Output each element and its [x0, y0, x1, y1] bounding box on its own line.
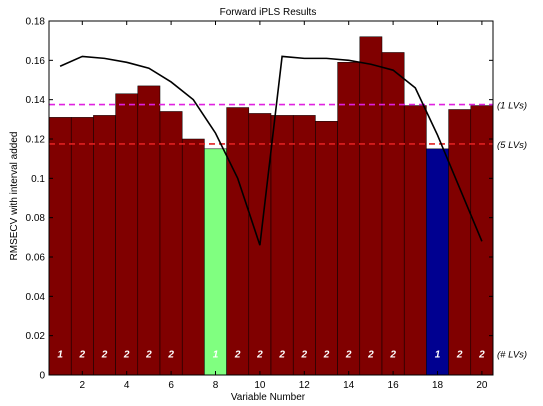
lv-number-label: 2 — [478, 349, 485, 360]
lv-number-label: 2 — [301, 349, 308, 360]
y-tick-label: 0.1 — [31, 174, 45, 185]
x-tick-label: 12 — [299, 380, 311, 391]
axes-box — [48, 20, 494, 376]
bar — [93, 115, 116, 376]
y-tick-label: 0 — [39, 371, 45, 382]
lv-number-label: 2 — [101, 349, 108, 360]
x-tick-label: 2 — [80, 380, 86, 391]
lv-number-label: 2 — [234, 349, 241, 360]
rmsecv-line — [59, 55, 483, 246]
x-tick-label: 18 — [432, 380, 444, 391]
bar — [115, 93, 139, 376]
bar — [270, 115, 294, 376]
y-tick-label: 0.04 — [26, 292, 46, 303]
bar — [381, 52, 405, 376]
lv-number-label: 2 — [456, 349, 463, 360]
lv-number-label: 2 — [79, 349, 86, 360]
bar — [137, 85, 161, 376]
bar — [48, 117, 72, 376]
reference-line-label: (5 LVs) — [497, 140, 527, 151]
bar — [337, 62, 361, 376]
y-tick-label: 0.14 — [26, 95, 46, 106]
bar — [403, 105, 427, 376]
lv-number-label: 2 — [367, 349, 374, 360]
lv-number-label: 2 — [145, 349, 152, 360]
x-tick-label: 6 — [168, 380, 174, 391]
lv-number-label: 2 — [389, 349, 396, 360]
chart-title: Forward iPLS Results — [220, 7, 317, 18]
lv-number-label: 2 — [278, 349, 285, 360]
lv-number-label: 2 — [167, 349, 174, 360]
bar — [315, 121, 338, 376]
lv-number-label: 2 — [256, 349, 263, 360]
bar — [448, 109, 472, 376]
y-tick-label: 0.16 — [26, 56, 46, 67]
y-axis-label: RMSECV with interval added — [9, 132, 20, 261]
lv-number-label: 2 — [123, 349, 130, 360]
x-tick-label: 8 — [213, 380, 219, 391]
bar — [181, 138, 205, 376]
lv-number-label: 2 — [323, 349, 330, 360]
lv-number-label: 1 — [213, 349, 219, 360]
x-tick-label: 16 — [388, 380, 400, 391]
y-tick-label: 0.06 — [26, 253, 46, 264]
lv-number-label: 1 — [435, 349, 441, 360]
x-axis-label: Variable Number — [231, 392, 306, 403]
x-tick-label: 4 — [124, 380, 130, 391]
plot-area: (1 LVs)(5 LVs)1 2 2 2 2 2 1 2 2 2 2 2 2 2 2 1 2 2 (# LVs)0… — [26, 17, 528, 392]
bar — [292, 115, 316, 376]
x-tick-label: 14 — [343, 380, 355, 391]
bar — [359, 36, 383, 376]
reference-line-label: (1 LVs) — [497, 101, 527, 112]
bar — [204, 148, 227, 376]
x-tick-label: 20 — [476, 380, 488, 391]
y-tick-label: 0.02 — [26, 331, 46, 342]
lv-axis-label: (# LVs) — [497, 349, 527, 360]
bar — [226, 107, 250, 376]
bar — [426, 148, 449, 376]
lv-number-label: 2 — [345, 349, 352, 360]
y-tick-label: 0.08 — [26, 213, 46, 224]
lv-number-label: 1 — [57, 349, 63, 360]
x-tick-label: 10 — [254, 380, 266, 391]
bar — [70, 117, 94, 376]
bar — [159, 111, 183, 376]
y-tick-label: 0.12 — [26, 135, 46, 146]
y-tick-label: 0.18 — [26, 17, 46, 28]
